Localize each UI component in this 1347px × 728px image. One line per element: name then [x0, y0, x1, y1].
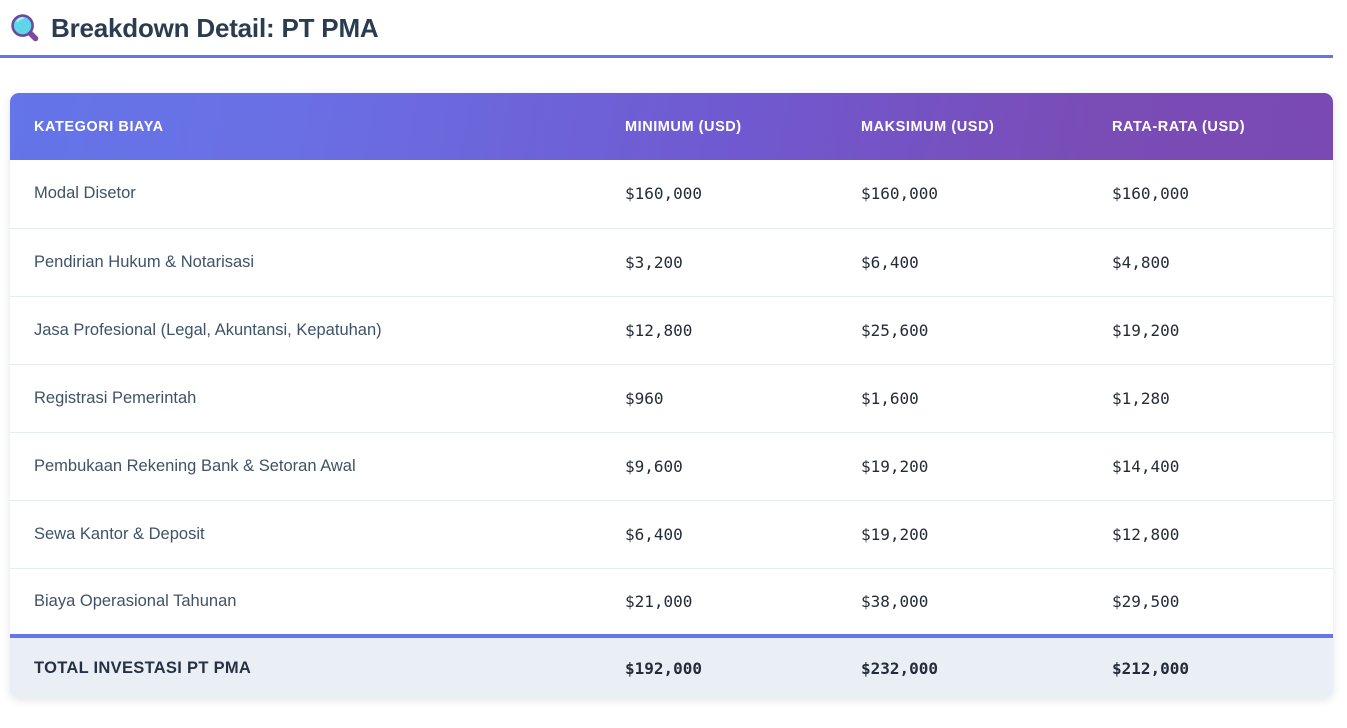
total-label: TOTAL INVESTASI PT PMA — [10, 634, 617, 698]
cell-category: Pembukaan Rekening Bank & Setoran Awal — [10, 432, 617, 501]
cell-average: $14,400 — [1104, 432, 1333, 501]
cell-average: $12,800 — [1104, 500, 1333, 569]
cell-average: $160,000 — [1104, 160, 1333, 229]
cell-category: Jasa Profesional (Legal, Akuntansi, Kepa… — [10, 296, 617, 365]
page-header: Breakdown Detail: PT PMA — [0, 0, 1333, 58]
cell-average: $19,200 — [1104, 296, 1333, 365]
cell-minimum: $3,200 — [617, 228, 853, 297]
column-header-minimum: MINIMUM (USD) — [625, 118, 742, 135]
cost-breakdown-table: KATEGORI BIAYA MINIMUM (USD) MAKSIMUM (U… — [10, 93, 1333, 698]
cell-minimum: $9,600 — [617, 432, 853, 501]
cost-breakdown-table-wrapper: KATEGORI BIAYA MINIMUM (USD) MAKSIMUM (U… — [10, 93, 1333, 698]
table-row: Pembukaan Rekening Bank & Setoran Awal $… — [10, 432, 1333, 501]
cell-maximum: $25,600 — [853, 296, 1104, 365]
cell-maximum: $19,200 — [853, 500, 1104, 569]
total-minimum: $192,000 — [617, 634, 853, 698]
table-header: KATEGORI BIAYA MINIMUM (USD) MAKSIMUM (U… — [10, 93, 1333, 160]
table-header-row: KATEGORI BIAYA MINIMUM (USD) MAKSIMUM (U… — [10, 93, 1333, 160]
magnifier-icon — [10, 13, 40, 43]
cell-category: Sewa Kantor & Deposit — [10, 500, 617, 569]
table-row: Registrasi Pemerintah $960 $1,600 $1,280 — [10, 364, 1333, 433]
column-header-category: KATEGORI BIAYA — [34, 118, 164, 135]
cell-maximum: $6,400 — [853, 228, 1104, 297]
cell-maximum: $160,000 — [853, 160, 1104, 229]
cell-category: Pendirian Hukum & Notarisasi — [10, 228, 617, 297]
table-total-row: TOTAL INVESTASI PT PMA $192,000 $232,000… — [10, 634, 1333, 698]
cell-maximum: $1,600 — [853, 364, 1104, 433]
cell-minimum: $960 — [617, 364, 853, 433]
table-body: Modal Disetor $160,000 $160,000 $160,000… — [10, 160, 1333, 698]
cell-category: Registrasi Pemerintah — [10, 364, 617, 433]
table-row: Sewa Kantor & Deposit $6,400 $19,200 $12… — [10, 500, 1333, 569]
cell-minimum: $6,400 — [617, 500, 853, 569]
cell-minimum: $21,000 — [617, 568, 853, 637]
total-maximum: $232,000 — [853, 634, 1104, 698]
table-row: Pendirian Hukum & Notarisasi $3,200 $6,4… — [10, 228, 1333, 297]
column-header-average: RATA-RATA (USD) — [1112, 118, 1246, 135]
column-header-maximum: MAKSIMUM (USD) — [861, 118, 995, 135]
cell-average: $4,800 — [1104, 228, 1333, 297]
cell-minimum: $12,800 — [617, 296, 853, 365]
cell-category: Biaya Operasional Tahunan — [10, 568, 617, 637]
cell-maximum: $38,000 — [853, 568, 1104, 637]
total-average: $212,000 — [1104, 634, 1333, 698]
cell-maximum: $19,200 — [853, 432, 1104, 501]
table-row: Jasa Profesional (Legal, Akuntansi, Kepa… — [10, 296, 1333, 365]
cell-average: $29,500 — [1104, 568, 1333, 637]
cell-category: Modal Disetor — [10, 160, 617, 229]
cell-minimum: $160,000 — [617, 160, 853, 229]
page-title: Breakdown Detail: PT PMA — [51, 12, 379, 43]
cell-average: $1,280 — [1104, 364, 1333, 433]
table-row: Biaya Operasional Tahunan $21,000 $38,00… — [10, 568, 1333, 637]
table-row: Modal Disetor $160,000 $160,000 $160,000 — [10, 160, 1333, 229]
